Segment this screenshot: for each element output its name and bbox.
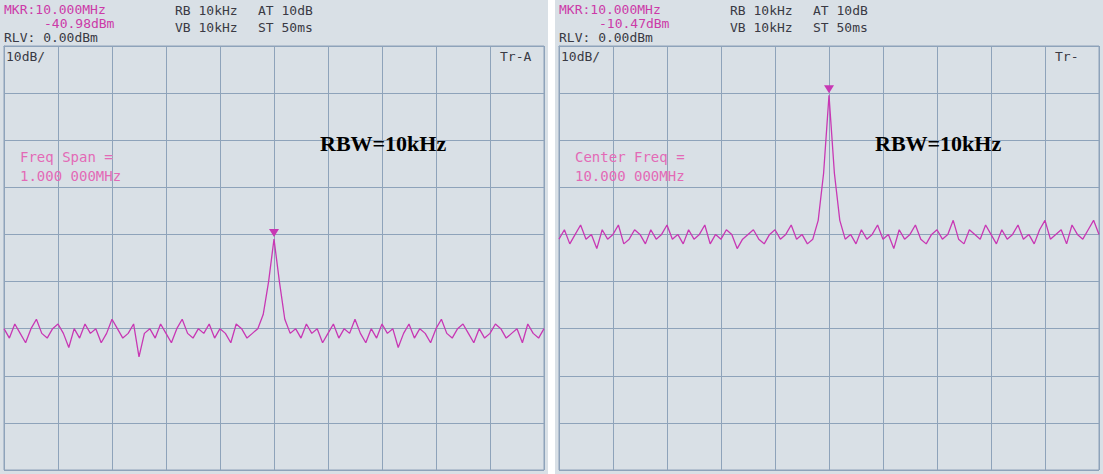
svg-text:10.000 000MHz: 10.000 000MHz	[575, 168, 685, 184]
svg-text:RLV: 0.00dBm: RLV: 0.00dBm	[559, 30, 653, 45]
svg-text:1.000 000MHz: 1.000 000MHz	[20, 168, 121, 184]
svg-text:Tr-: Tr-	[1055, 49, 1078, 64]
svg-text:VB 10kHz: VB 10kHz	[730, 20, 793, 35]
svg-text:ST 50ms: ST 50ms	[813, 20, 868, 35]
svg-text:MKR:10.000MHz: MKR:10.000MHz	[559, 2, 661, 17]
svg-text:RBW=10kHz: RBW=10kHz	[875, 131, 1001, 156]
svg-text:Freq Span =: Freq Span =	[20, 149, 113, 165]
svg-text:ST 50ms: ST 50ms	[258, 20, 313, 35]
svg-text:AT 10dB: AT 10dB	[258, 3, 313, 18]
svg-text:RB 10kHz: RB 10kHz	[730, 3, 793, 18]
svg-text:-40.98dBm: -40.98dBm	[44, 16, 115, 31]
svg-text:VB 10kHz: VB 10kHz	[175, 20, 238, 35]
svg-text:RLV: 0.00dBm: RLV: 0.00dBm	[4, 30, 98, 45]
svg-text:10dB/: 10dB/	[6, 49, 45, 64]
svg-text:RBW=10kHz: RBW=10kHz	[320, 131, 446, 156]
svg-text:MKR:10.000MHz: MKR:10.000MHz	[4, 2, 106, 17]
svg-text:Tr-A: Tr-A	[500, 49, 531, 64]
svg-text:RB 10kHz: RB 10kHz	[175, 3, 238, 18]
svg-text:10dB/: 10dB/	[561, 49, 600, 64]
svg-text:AT 10dB: AT 10dB	[813, 3, 868, 18]
svg-text:Center Freq =: Center Freq =	[575, 149, 685, 165]
svg-text:-10.47dBm: -10.47dBm	[599, 16, 670, 31]
